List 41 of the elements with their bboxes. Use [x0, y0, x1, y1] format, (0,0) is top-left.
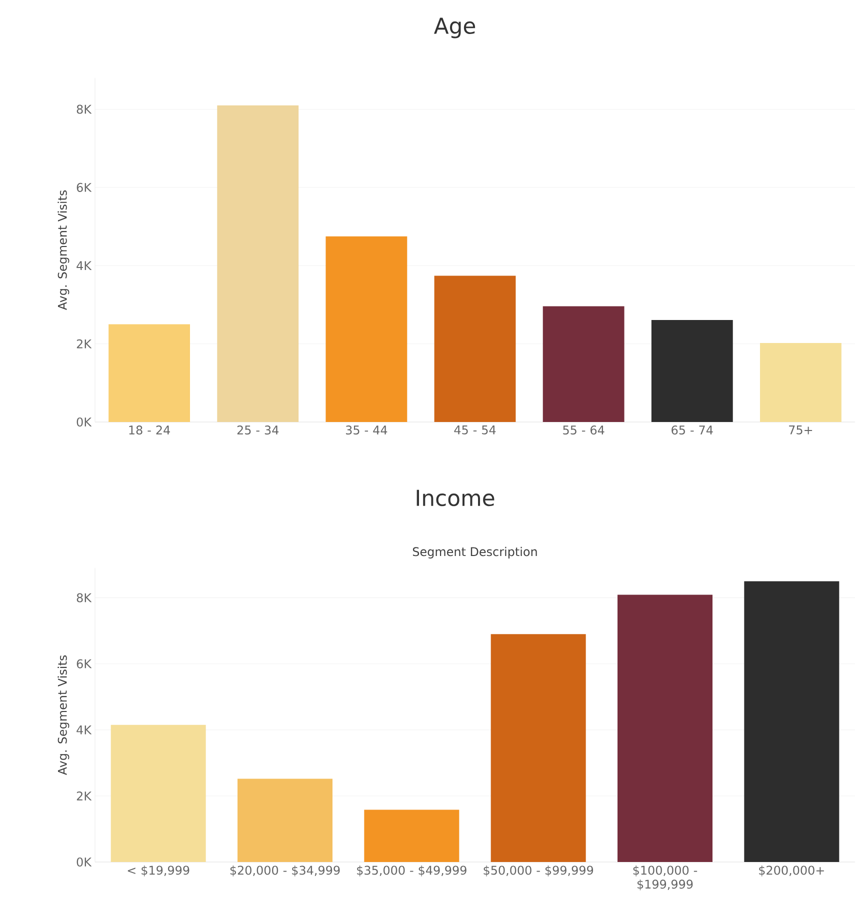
- bar: [651, 320, 733, 422]
- bar: [108, 324, 190, 422]
- y-axis-title: Avg. Segment Visits: [58, 190, 70, 310]
- x-tick-label: 25 - 34: [237, 426, 279, 435]
- x-tick-label: 18 - 24: [129, 426, 170, 435]
- y-tick-label: 2K: [76, 339, 92, 348]
- x-tick-label: $35,000 - $49,999: [357, 866, 466, 876]
- x-tick-label: $100,000 - $199,999: [633, 866, 698, 890]
- bar: [110, 724, 206, 862]
- bar: [434, 276, 516, 422]
- y-tick-label: 8K: [76, 593, 92, 602]
- chart-title: Age: [434, 18, 476, 38]
- x-tick-label: $50,000 - $99,999: [484, 866, 594, 876]
- x-tick-label: 45 - 54: [454, 426, 496, 434]
- y-tick-label: 8K: [76, 104, 92, 114]
- chart-title: Income: [416, 490, 494, 506]
- bar: [326, 236, 408, 422]
- y-tick-label: 6K: [76, 659, 92, 668]
- bar: [490, 634, 586, 862]
- bar: [238, 778, 332, 862]
- y-tick-label: 2K: [76, 791, 92, 800]
- bar: [760, 343, 842, 422]
- x-axis-title: Segment Description: [412, 546, 537, 558]
- y-tick-label: 6K: [76, 182, 92, 192]
- x-tick-label: 65 - 74: [672, 426, 713, 435]
- x-tick-label: $200,000+: [759, 866, 824, 876]
- bar: [744, 581, 840, 862]
- x-tick-label: 75+: [789, 426, 812, 434]
- bar: [364, 810, 460, 862]
- y-tick-label: 4K: [76, 261, 92, 270]
- bar: [217, 105, 299, 422]
- x-tick-label: 35 - 44: [346, 426, 388, 435]
- y-tick-label: 0K: [76, 857, 92, 867]
- x-tick-label: $20,000 - $34,999: [230, 866, 340, 876]
- x-tick-label: < $19,999: [128, 866, 190, 876]
- y-axis-title: Avg. Segment Visits: [58, 655, 70, 776]
- y-tick-label: 0K: [76, 417, 92, 427]
- x-tick-label: 55 - 64: [563, 426, 604, 435]
- y-tick-label: 4K: [76, 726, 92, 734]
- bar: [618, 594, 713, 862]
- bar: [542, 306, 624, 422]
